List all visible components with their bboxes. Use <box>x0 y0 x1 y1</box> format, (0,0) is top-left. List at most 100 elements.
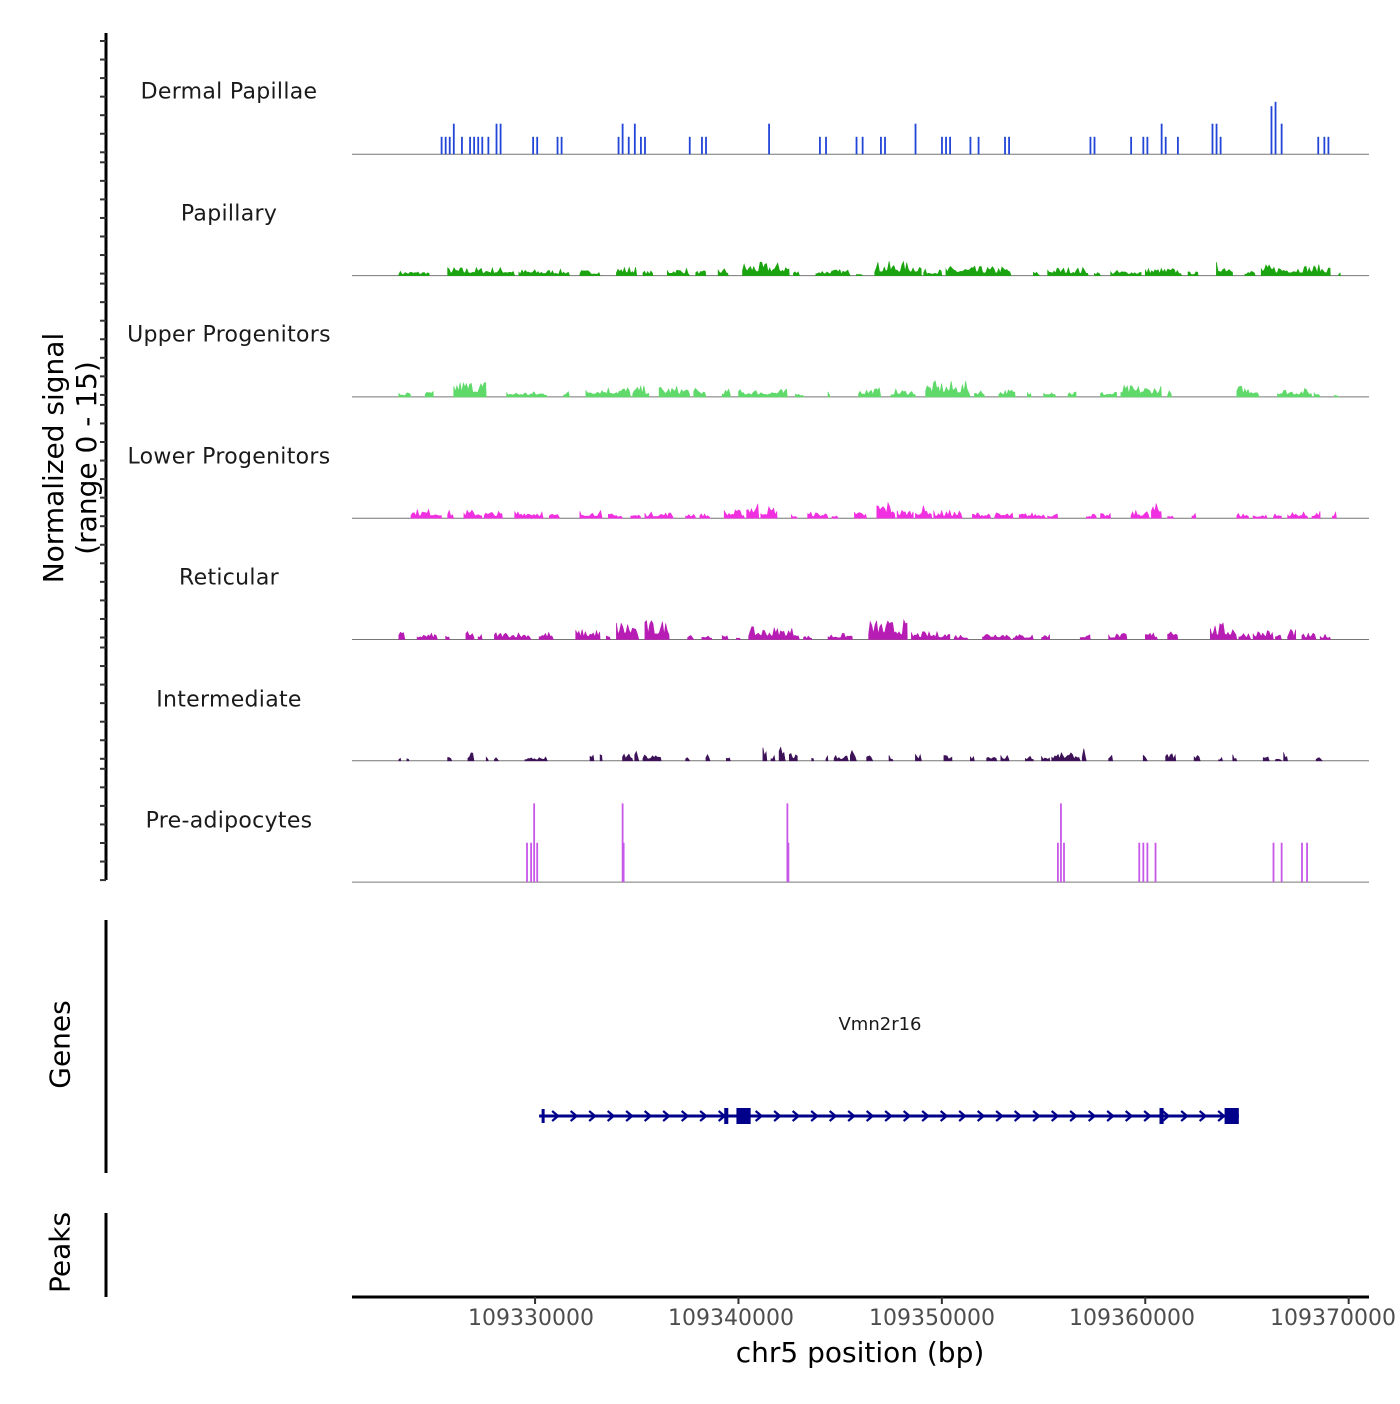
gene-label-vmn2r16: Vmn2r16 <box>838 1014 922 1035</box>
strand-arrow <box>995 1110 1004 1122</box>
signal-area <box>1315 757 1323 762</box>
signal-area <box>632 385 650 398</box>
x-axis-title: chr5 position (bp) <box>735 1336 985 1369</box>
signal-area <box>518 268 571 276</box>
signal-area <box>424 390 434 398</box>
strand-arrow <box>569 1110 579 1122</box>
signal-area <box>856 274 864 276</box>
signal-area <box>811 757 815 762</box>
signal-area <box>398 631 406 640</box>
signal-area <box>1108 754 1114 762</box>
signal-area <box>1067 391 1077 398</box>
signal-area <box>514 511 544 519</box>
signal-area <box>1236 512 1250 519</box>
signal-peak <box>949 136 951 155</box>
signal-peak <box>1306 842 1308 883</box>
signal-area <box>699 513 711 519</box>
signal-area <box>589 754 595 762</box>
signal-area <box>616 266 638 276</box>
signal-area <box>1167 515 1175 519</box>
signal-area <box>998 389 1016 398</box>
signal-area <box>1142 754 1148 762</box>
signal-area <box>1338 272 1341 276</box>
signal-peak <box>1272 842 1275 883</box>
track-label-upper-progenitors: Upper Progenitors <box>127 322 331 348</box>
signal-peak <box>884 136 886 155</box>
signal-area <box>1079 634 1091 640</box>
signal-area <box>778 746 786 762</box>
strand-arrow <box>754 1110 764 1122</box>
signal-area <box>738 388 788 398</box>
signal-area <box>825 754 829 762</box>
signal-area <box>994 512 1014 519</box>
signal-peak <box>1146 136 1149 155</box>
signal-area <box>1145 267 1183 276</box>
signal-peak <box>1130 136 1133 155</box>
signal-area <box>746 503 760 519</box>
signal-area <box>760 506 778 519</box>
signal-area <box>721 635 729 640</box>
signal-peak <box>448 136 451 155</box>
signal-area <box>1277 388 1313 398</box>
signal-peak <box>1004 136 1006 155</box>
signal-peak <box>705 136 707 155</box>
signal-area <box>850 749 857 762</box>
signal-area <box>406 758 410 762</box>
signal-area <box>925 380 971 398</box>
signal-area <box>453 381 487 398</box>
signal-peak <box>526 842 528 883</box>
signal-area <box>1167 390 1173 398</box>
strand-arrow <box>1161 1110 1171 1122</box>
signal-area <box>622 753 634 762</box>
signal-area <box>1130 509 1150 519</box>
signal-peak <box>786 803 789 883</box>
strand-arrow <box>1217 1110 1226 1122</box>
signal-area <box>972 512 992 519</box>
strand-arrow <box>662 1110 671 1122</box>
signal-area <box>1283 752 1288 762</box>
signal-area <box>1025 755 1034 762</box>
signal-area <box>1287 511 1309 519</box>
signal-area <box>599 754 603 762</box>
signal-area <box>1110 269 1142 276</box>
signal-peak <box>1164 136 1167 155</box>
strand-arrow <box>643 1110 653 1122</box>
signal-area <box>416 632 438 640</box>
signal-area <box>789 753 798 762</box>
strand-arrow <box>865 1110 875 1122</box>
signal-peak <box>861 136 864 155</box>
signal-area <box>465 631 475 640</box>
signal-area <box>445 635 451 640</box>
signal-area <box>1232 754 1238 762</box>
signal-peak <box>477 136 480 155</box>
strand-arrow <box>976 1110 986 1122</box>
signal-axis-title-line1: Normalized signal <box>37 332 70 584</box>
signal-peak <box>633 123 636 155</box>
signal-peak <box>1323 136 1326 155</box>
strand-arrow <box>1050 1110 1060 1122</box>
signal-peak <box>1317 136 1320 155</box>
signal-area <box>1262 756 1270 762</box>
signal-peak <box>644 136 646 155</box>
signal-area <box>1193 755 1201 762</box>
signal-area <box>793 271 800 276</box>
signal-area <box>770 754 776 762</box>
signal-peak <box>530 842 532 883</box>
signal-area <box>467 752 475 762</box>
signal-area <box>447 509 455 519</box>
strand-arrow <box>791 1110 801 1122</box>
signal-peak <box>1301 842 1303 883</box>
signal-peak <box>880 136 882 155</box>
signal-peak <box>1219 136 1222 155</box>
signal-area <box>1041 756 1051 762</box>
signal-area <box>923 268 943 276</box>
signal-peak <box>440 136 443 155</box>
signal-area <box>585 387 632 398</box>
signal-area <box>538 631 554 640</box>
signal-area <box>815 268 851 276</box>
signal-area <box>762 747 768 762</box>
signal-area <box>854 511 867 519</box>
signal-peak <box>1138 842 1141 883</box>
